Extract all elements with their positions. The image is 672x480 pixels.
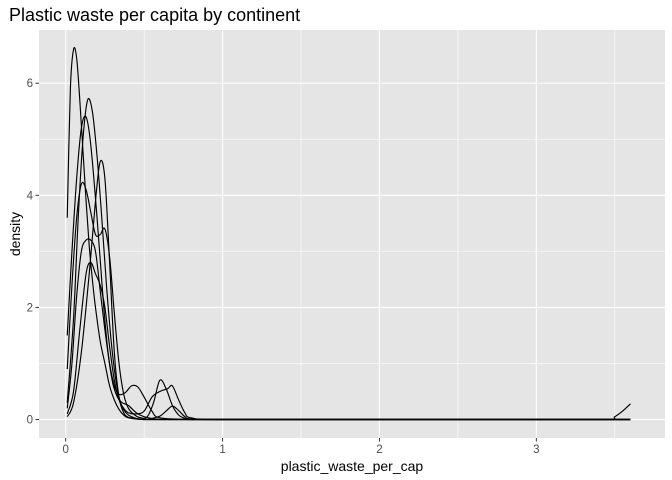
x-axis-title: plastic_waste_per_cap <box>281 458 424 474</box>
x-tick-label: 1 <box>219 444 225 456</box>
chart-title: Plastic waste per capita by continent <box>9 5 300 25</box>
x-tick-label: 2 <box>376 444 382 456</box>
y-axis-title: density <box>7 212 23 256</box>
y-tick-label: 0 <box>27 415 33 427</box>
y-tick-label: 2 <box>27 302 33 314</box>
y-tick-label: 6 <box>27 78 33 90</box>
x-tick-label: 0 <box>62 444 68 456</box>
density-curve-7 <box>66 159 631 421</box>
minor-gridlines <box>39 30 665 438</box>
x-tick-label: 3 <box>533 444 539 456</box>
density-curves <box>66 47 631 421</box>
plot-panel <box>39 30 665 438</box>
y-axis: 0 2 4 6 <box>27 78 39 427</box>
x-axis: 0 1 2 3 <box>62 438 540 456</box>
y-tick-label: 4 <box>27 190 34 202</box>
